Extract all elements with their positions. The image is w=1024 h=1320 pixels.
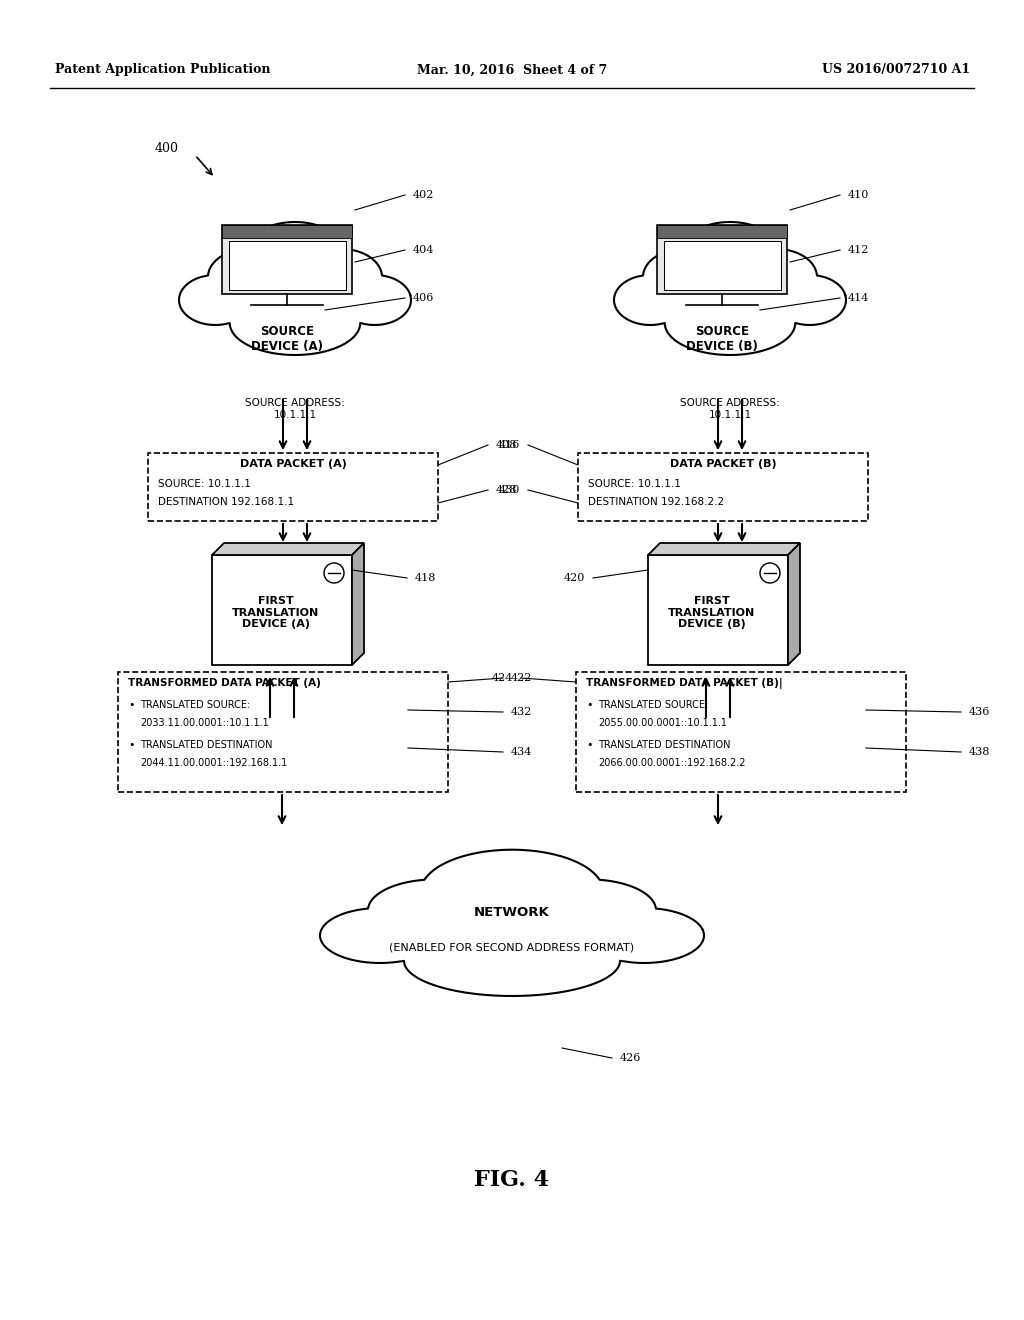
Text: 430: 430 — [499, 484, 520, 495]
Polygon shape — [179, 222, 411, 355]
Text: SOURCE: 10.1.1.1: SOURCE: 10.1.1.1 — [158, 479, 251, 488]
Text: •: • — [586, 700, 593, 710]
Text: 410: 410 — [848, 190, 869, 201]
Text: FIRST
TRANSLATION
DEVICE (B): FIRST TRANSLATION DEVICE (B) — [669, 597, 756, 630]
FancyBboxPatch shape — [148, 453, 438, 521]
Text: 2066.00.00.0001::192.168.2.2: 2066.00.00.0001::192.168.2.2 — [598, 758, 745, 768]
Circle shape — [324, 564, 344, 583]
Text: DATA PACKET (A): DATA PACKET (A) — [240, 459, 346, 469]
Polygon shape — [352, 543, 364, 665]
Text: 424: 424 — [492, 673, 513, 682]
Text: 408: 408 — [496, 440, 517, 450]
FancyBboxPatch shape — [664, 240, 780, 290]
FancyBboxPatch shape — [578, 453, 868, 521]
Text: TRANSFORMED DATA PACKET (A): TRANSFORMED DATA PACKET (A) — [128, 678, 321, 688]
Text: SOURCE
DEVICE (B): SOURCE DEVICE (B) — [686, 325, 758, 352]
Text: 402: 402 — [413, 190, 434, 201]
Text: 428: 428 — [496, 484, 517, 495]
Text: •: • — [586, 741, 593, 750]
Text: 438: 438 — [969, 747, 990, 756]
Text: 426: 426 — [620, 1053, 641, 1063]
Text: FIRST
TRANSLATION
DEVICE (A): FIRST TRANSLATION DEVICE (A) — [232, 597, 319, 630]
Text: 2055.00.00.0001::10.1.1.1: 2055.00.00.0001::10.1.1.1 — [598, 718, 727, 729]
Text: 400: 400 — [155, 141, 179, 154]
Text: (ENABLED FOR SECOND ADDRESS FORMAT): (ENABLED FOR SECOND ADDRESS FORMAT) — [389, 942, 635, 953]
Text: SOURCE ADDRESS:
10.1.1.1: SOURCE ADDRESS: 10.1.1.1 — [245, 399, 345, 420]
Text: 436: 436 — [969, 708, 990, 717]
FancyBboxPatch shape — [118, 672, 449, 792]
Text: NETWORK: NETWORK — [474, 906, 550, 919]
Text: US 2016/0072710 A1: US 2016/0072710 A1 — [822, 63, 970, 77]
Text: 432: 432 — [511, 708, 532, 717]
Text: TRANSLATED SOURCE:: TRANSLATED SOURCE: — [598, 700, 709, 710]
Text: TRANSLATED DESTINATION: TRANSLATED DESTINATION — [598, 741, 730, 750]
Polygon shape — [614, 222, 846, 355]
Text: 412: 412 — [848, 246, 869, 255]
FancyBboxPatch shape — [575, 672, 906, 792]
Polygon shape — [321, 850, 703, 997]
FancyBboxPatch shape — [657, 226, 787, 238]
Text: 414: 414 — [848, 293, 869, 304]
Polygon shape — [212, 543, 364, 554]
Text: TRANSLATED DESTINATION: TRANSLATED DESTINATION — [140, 741, 272, 750]
Text: 418: 418 — [415, 573, 436, 583]
FancyBboxPatch shape — [648, 554, 788, 665]
Text: •: • — [128, 741, 134, 750]
Text: •: • — [128, 700, 134, 710]
FancyBboxPatch shape — [228, 240, 345, 290]
Text: Patent Application Publication: Patent Application Publication — [55, 63, 270, 77]
Text: SOURCE ADDRESS:
10.1.1.1: SOURCE ADDRESS: 10.1.1.1 — [680, 399, 780, 420]
Text: 406: 406 — [413, 293, 434, 304]
Text: TRANSLATED SOURCE:: TRANSLATED SOURCE: — [140, 700, 250, 710]
Text: 422: 422 — [511, 673, 532, 682]
Text: DESTINATION 192.168.2.2: DESTINATION 192.168.2.2 — [588, 498, 724, 507]
FancyBboxPatch shape — [222, 226, 352, 293]
Text: 420: 420 — [563, 573, 585, 583]
Text: 416: 416 — [499, 440, 520, 450]
FancyBboxPatch shape — [212, 554, 352, 665]
Text: 434: 434 — [511, 747, 532, 756]
FancyBboxPatch shape — [657, 226, 787, 293]
Text: DATA PACKET (B): DATA PACKET (B) — [670, 459, 776, 469]
Circle shape — [760, 564, 780, 583]
Text: 2033.11.00.0001::10.1.1.1: 2033.11.00.0001::10.1.1.1 — [140, 718, 268, 729]
Text: TRANSFORMED DATA PACKET (B)|: TRANSFORMED DATA PACKET (B)| — [586, 678, 782, 689]
Text: 2044.11.00.0001::192.168.1.1: 2044.11.00.0001::192.168.1.1 — [140, 758, 288, 768]
Text: Mar. 10, 2016  Sheet 4 of 7: Mar. 10, 2016 Sheet 4 of 7 — [417, 63, 607, 77]
Polygon shape — [788, 543, 800, 665]
FancyBboxPatch shape — [222, 226, 352, 238]
Text: SOURCE
DEVICE (A): SOURCE DEVICE (A) — [251, 325, 323, 352]
Text: SOURCE: 10.1.1.1: SOURCE: 10.1.1.1 — [588, 479, 681, 488]
Text: DESTINATION 192.168.1.1: DESTINATION 192.168.1.1 — [158, 498, 294, 507]
Text: FIG. 4: FIG. 4 — [474, 1170, 550, 1191]
Polygon shape — [648, 543, 800, 554]
Text: 404: 404 — [413, 246, 434, 255]
